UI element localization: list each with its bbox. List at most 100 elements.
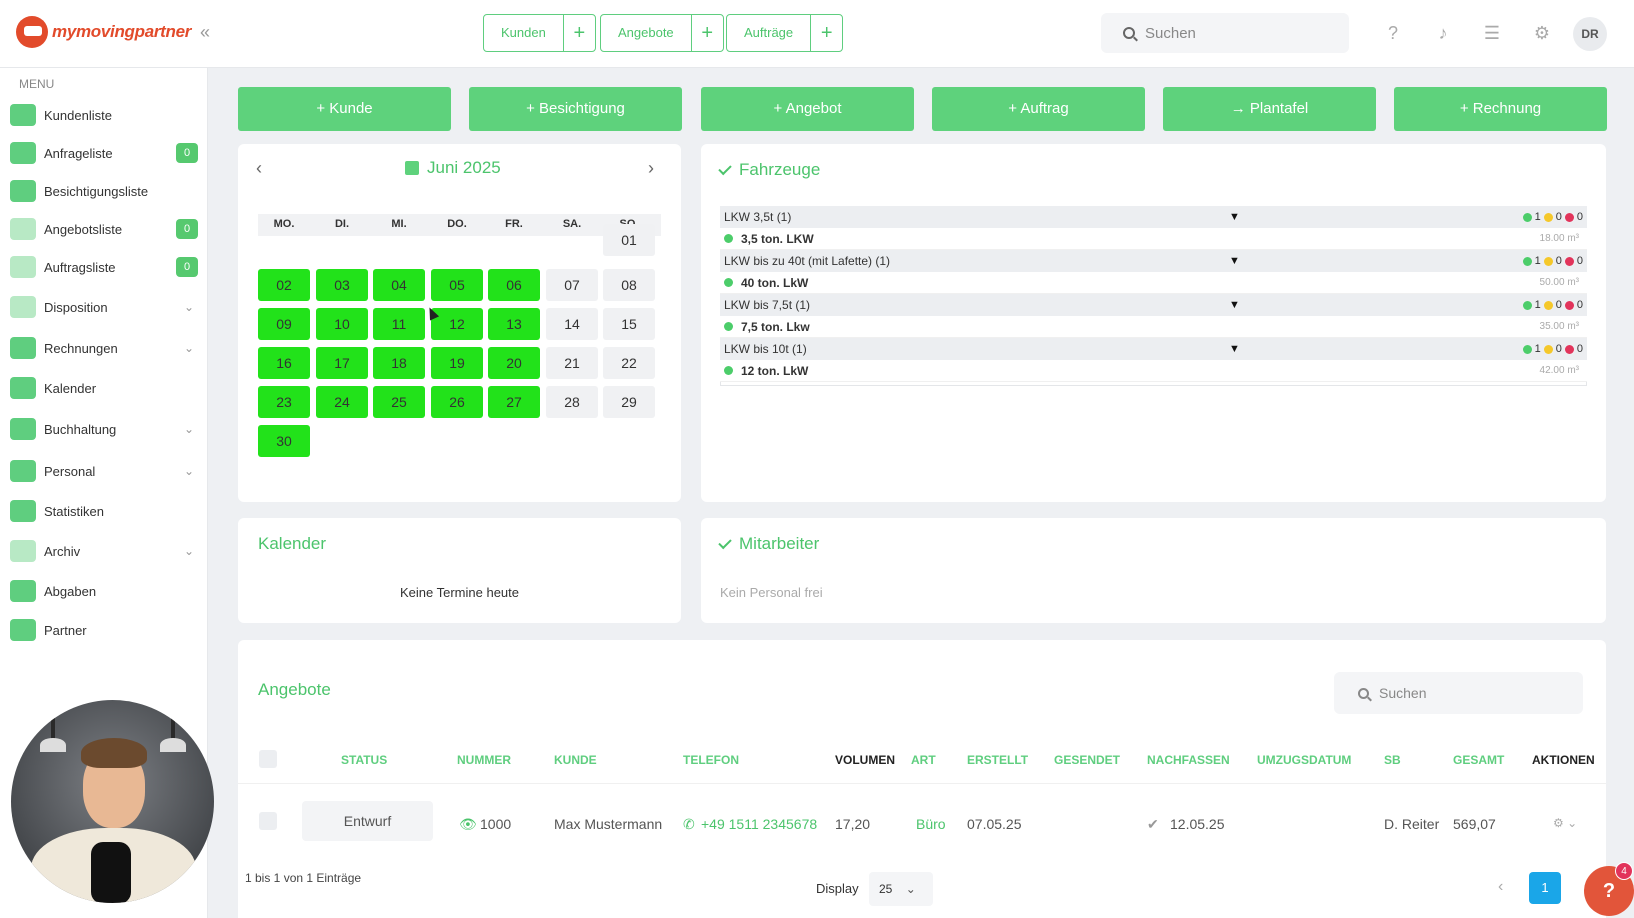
- calendar-day[interactable]: 18: [373, 347, 425, 379]
- calendar-day[interactable]: 15: [603, 308, 655, 340]
- vehicle-group-row[interactable]: LKW bis 7,5t (1) ▼ 1 0 0: [720, 294, 1587, 316]
- calendar-day[interactable]: 14: [546, 308, 598, 340]
- column-header-nachfassen[interactable]: NACHFASSEN: [1147, 753, 1230, 767]
- select-all-checkbox[interactable]: [259, 750, 277, 768]
- calendar-day[interactable]: 22: [603, 347, 655, 379]
- vehicle-row[interactable]: 3,5 ton. LKW 18.00 m³: [720, 228, 1587, 250]
- page-1-button[interactable]: 1: [1529, 872, 1561, 904]
- checklist-icon[interactable]: ☰: [1483, 23, 1501, 43]
- vehicle-group-row[interactable]: LKW 3,5t (1) ▼ 1 0 0: [720, 206, 1587, 228]
- vehicle-group-row[interactable]: LKW bis 10t (1) ▼ 1 0 0: [720, 338, 1587, 360]
- calendar-day[interactable]: 25: [373, 386, 425, 418]
- offers-search-input[interactable]: Suchen: [1334, 672, 1583, 714]
- column-header-nummer[interactable]: NUMMER: [457, 753, 511, 767]
- row-checkbox[interactable]: [259, 812, 277, 830]
- column-header-art[interactable]: ART: [911, 753, 936, 767]
- quick-kunden-button[interactable]: Kunden: [501, 25, 546, 40]
- vehicle-group-row[interactable]: LKW bis zu 40t (mit Lafette) (1) ▼ 1 0 0: [720, 250, 1587, 272]
- calendar-day[interactable]: 27: [488, 386, 540, 418]
- vehicle-row[interactable]: 7,5 ton. Lkw 35.00 m³: [720, 316, 1587, 338]
- prev-page-button[interactable]: ‹: [1498, 878, 1504, 895]
- column-header-umzugsdatum[interactable]: UMZUGSDATUM: [1257, 753, 1352, 767]
- offer-number[interactable]: 1000: [480, 816, 512, 832]
- column-header-erstellt[interactable]: ERSTELLT: [967, 753, 1029, 767]
- new-kunde-button[interactable]: + Kunde: [238, 87, 451, 131]
- sidebar-item-abgaben[interactable]: Abgaben: [10, 576, 198, 606]
- sidebar-item-anfrageliste[interactable]: Anfrageliste 0: [10, 138, 198, 168]
- expand-triangle-icon[interactable]: ▼: [1229, 299, 1240, 311]
- calendar-day[interactable]: 03: [316, 269, 368, 301]
- expand-triangle-icon[interactable]: ▼: [1229, 343, 1240, 355]
- calendar-day[interactable]: 23: [258, 386, 310, 418]
- avatar[interactable]: DR: [1573, 17, 1607, 51]
- sidebar-item-auftragsliste[interactable]: Auftragsliste 0: [10, 252, 198, 282]
- bell-icon[interactable]: ♪: [1438, 23, 1448, 43]
- calendar-day[interactable]: 29: [603, 386, 655, 418]
- sidebar-item-kundenliste[interactable]: Kundenliste: [10, 100, 198, 130]
- quick-angebote-button[interactable]: Angebote: [618, 25, 674, 40]
- calendar-day[interactable]: 16: [258, 347, 310, 379]
- help-icon[interactable]: ?: [1387, 23, 1398, 43]
- column-header-status[interactable]: STATUS: [341, 753, 388, 767]
- column-header-gesendet[interactable]: GESENDET: [1054, 753, 1121, 767]
- calendar-day[interactable]: 04: [373, 269, 425, 301]
- calendar-day[interactable]: 01: [603, 224, 655, 256]
- page-size-select[interactable]: 25 ⌄: [869, 872, 933, 906]
- customer-name[interactable]: Max Mustermann: [554, 816, 663, 832]
- calendar-day[interactable]: 21: [546, 347, 598, 379]
- calendar-day[interactable]: 09: [258, 308, 310, 340]
- calendar-day[interactable]: 02: [258, 269, 310, 301]
- sidebar-item-kalender[interactable]: Kalender: [10, 373, 198, 403]
- quick-auftraege-button[interactable]: Aufträge: [744, 25, 794, 40]
- calendar-day[interactable]: 20: [488, 347, 540, 379]
- top-search-input[interactable]: Suchen: [1101, 13, 1349, 53]
- calendar-day[interactable]: 05: [431, 269, 483, 301]
- expand-triangle-icon[interactable]: ▼: [1229, 255, 1240, 267]
- column-header-volumen[interactable]: VOLUMEN: [835, 753, 895, 767]
- sidebar-item-partner[interactable]: Partner: [10, 615, 198, 645]
- column-header-sb[interactable]: SB: [1384, 753, 1401, 767]
- new-rechnung-button[interactable]: + Rechnung: [1394, 87, 1607, 131]
- quick-auftraege-add-icon[interactable]: +: [810, 15, 842, 51]
- sidebar-item-disposition[interactable]: Disposition ⌄: [10, 292, 198, 322]
- new-besichtigung-button[interactable]: + Besichtigung: [469, 87, 682, 131]
- calendar-day[interactable]: 17: [316, 347, 368, 379]
- new-auftrag-button[interactable]: + Auftrag: [932, 87, 1145, 131]
- phone-link[interactable]: +49 1511 2345678: [701, 816, 818, 832]
- calendar-day[interactable]: 12: [431, 308, 483, 340]
- help-chat-button[interactable]: ?: [1584, 866, 1634, 916]
- calendar-day[interactable]: 26: [431, 386, 483, 418]
- calendar-day[interactable]: 10: [316, 308, 368, 340]
- calendar-day[interactable]: 06: [488, 269, 540, 301]
- calendar-day[interactable]: 08: [603, 269, 655, 301]
- eye-icon[interactable]: 👁: [459, 816, 477, 832]
- calendar-day[interactable]: 28: [546, 386, 598, 418]
- column-header-telefon[interactable]: TELEFON: [683, 753, 739, 767]
- plantafel-button[interactable]: → Plantafel: [1163, 87, 1376, 131]
- new-angebot-button[interactable]: + Angebot: [701, 87, 914, 131]
- logo[interactable]: mymovingpartner: [16, 16, 191, 48]
- column-header-gesamt[interactable]: GESAMT: [1453, 753, 1505, 767]
- calendar-day[interactable]: 07: [546, 269, 598, 301]
- vehicle-row[interactable]: 12 ton. LkW 42.00 m³: [720, 360, 1587, 382]
- sidebar-item-archiv[interactable]: Archiv ⌄: [10, 536, 198, 566]
- sidebar-item-personal[interactable]: Personal ⌄: [10, 456, 198, 486]
- sidebar-item-angebotsliste[interactable]: Angebotsliste 0: [10, 214, 198, 244]
- quick-kunden-add-icon[interactable]: +: [562, 15, 595, 51]
- gear-icon[interactable]: ⚙: [1533, 23, 1551, 43]
- quick-angebote-add-icon[interactable]: +: [690, 15, 723, 51]
- expand-triangle-icon[interactable]: ▼: [1229, 211, 1240, 223]
- row-actions-gear-icon[interactable]: ⚙ ⌄: [1553, 816, 1578, 830]
- sidebar-item-besichtigungsliste[interactable]: Besichtigungsliste: [10, 176, 198, 206]
- calendar-day[interactable]: 30: [258, 425, 310, 457]
- sidebar-item-buchhaltung[interactable]: Buchhaltung ⌄: [10, 414, 198, 444]
- sidebar-item-statistiken[interactable]: Statistiken: [10, 496, 198, 526]
- collapse-sidebar-icon[interactable]: «: [200, 22, 211, 42]
- calendar-day[interactable]: 19: [431, 347, 483, 379]
- calendar-day[interactable]: 11: [373, 308, 425, 340]
- next-month-button[interactable]: ›: [648, 158, 654, 178]
- calendar-day[interactable]: 13: [488, 308, 540, 340]
- sidebar-item-rechnungen[interactable]: Rechnungen ⌄: [10, 333, 198, 363]
- vehicle-row[interactable]: 40 ton. LkW 50.00 m³: [720, 272, 1587, 294]
- column-header-kunde[interactable]: KUNDE: [554, 753, 597, 767]
